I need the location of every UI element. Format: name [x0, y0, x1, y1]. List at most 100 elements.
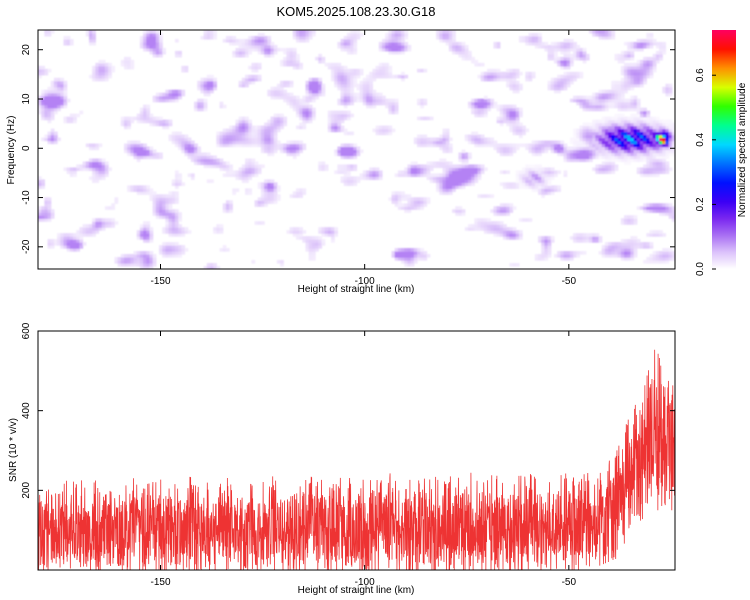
heatmap-cell [124, 122, 128, 127]
heatmap-cell [232, 191, 237, 195]
heatmap-cell [295, 227, 300, 231]
heatmap-cell [101, 221, 106, 225]
heatmap-cell [315, 236, 319, 240]
heatmap-cell [130, 254, 135, 258]
heatmap-cell [276, 119, 281, 124]
heatmap-cell [260, 35, 265, 40]
heatmap-cell [439, 146, 444, 151]
heatmap-cell [627, 215, 632, 219]
heatmap-cell [394, 107, 399, 112]
heatmap-cell [101, 158, 106, 163]
heatmap-cell [289, 80, 294, 85]
heatmap-cell [276, 194, 281, 198]
heatmap-cell [346, 143, 351, 148]
heatmap-cell [73, 119, 77, 124]
heatmap-cell [206, 86, 211, 91]
heatmap-cell [219, 143, 224, 148]
heatmap-cell [509, 83, 514, 88]
heatmap-cell [174, 197, 179, 201]
heatmap-cell [174, 131, 179, 136]
heatmap-cell [503, 233, 507, 237]
heatmap-cell [171, 221, 176, 225]
heatmap-cell [652, 137, 657, 142]
heatmap-cell [251, 62, 256, 67]
heatmap-cell [531, 38, 536, 43]
heatmap-cell [461, 53, 466, 58]
heatmap-cell [219, 104, 224, 109]
heatmap-cell [522, 218, 526, 222]
heatmap-cell [665, 83, 670, 88]
heatmap-cell [624, 77, 628, 82]
heatmap-cell [289, 92, 294, 97]
heatmap-cell [270, 149, 275, 154]
heatmap-cell [308, 113, 313, 118]
heatmap-cell [614, 149, 619, 154]
heatmap-cell [366, 92, 370, 97]
heatmap-cell [662, 122, 667, 127]
heatmap-cell [41, 206, 45, 210]
heatmap-cell [50, 104, 55, 109]
heatmap-cell [257, 143, 262, 148]
heatmap-cell [63, 167, 68, 172]
heatmap-cell [41, 95, 45, 100]
heatmap-cell [573, 254, 577, 258]
heatmap-cell [120, 122, 125, 127]
heatmap-cell [611, 30, 616, 34]
heatmap-cell [595, 170, 600, 174]
heatmap-cell [627, 128, 632, 133]
heatmap-cell [668, 92, 673, 97]
heatmap-cell [114, 257, 119, 261]
heatmap-cell [229, 35, 233, 40]
heatmap-cell [563, 251, 568, 255]
heatmap-cell [573, 134, 577, 139]
heatmap-cell [467, 56, 472, 61]
heatmap-cell [41, 209, 45, 213]
heatmap-cell [359, 92, 364, 97]
heatmap-cell [143, 113, 147, 118]
heatmap-cell [257, 137, 262, 142]
heatmap-cell [50, 80, 55, 85]
heatmap-cell [630, 86, 635, 91]
heatmap-cell [503, 224, 507, 228]
heatmap-cell [273, 185, 278, 189]
heatmap-cell [41, 89, 45, 94]
heatmap-cell [171, 98, 176, 103]
heatmap-cell [668, 149, 673, 154]
heatmap-cell [289, 230, 294, 234]
heatmap-cell [346, 149, 351, 154]
heatmap-cell [378, 92, 383, 97]
heatmap-cell [337, 86, 342, 91]
heatmap-cell [592, 155, 596, 160]
heatmap-cell [143, 35, 147, 40]
heatmap-cell [550, 80, 555, 85]
heatmap-cell [381, 65, 386, 70]
heatmap-cell [557, 47, 561, 52]
heatmap-cell [283, 80, 288, 85]
heatmap-cell [245, 188, 249, 192]
heatmap-cell [171, 218, 176, 222]
heatmap-cell [76, 239, 81, 243]
heatmap-cell [624, 152, 628, 157]
heatmap-cell [289, 152, 294, 157]
heatmap-cell [547, 173, 552, 177]
heatmap-cell [38, 218, 42, 222]
heatmap-cell [474, 101, 479, 106]
heatmap-cell [69, 233, 74, 237]
heatmap-cell [445, 131, 450, 136]
heatmap-cell [404, 74, 409, 79]
heatmap-cell [276, 116, 281, 121]
heatmap-cell [340, 128, 345, 133]
heatmap-cell [659, 257, 663, 261]
heatmap-cell [299, 230, 303, 234]
heatmap-cell [509, 230, 514, 234]
heatmap-cell [353, 50, 358, 55]
heatmap-cell [295, 56, 300, 61]
heatmap-cell [254, 77, 259, 82]
heatmap-cell [544, 242, 549, 246]
heatmap-cell [633, 98, 638, 103]
heatmap-cell [550, 188, 555, 192]
heatmap-cell [662, 260, 667, 264]
heatmap-cell [480, 227, 485, 231]
heatmap-cell [553, 44, 558, 49]
heatmap-cell [624, 65, 628, 70]
